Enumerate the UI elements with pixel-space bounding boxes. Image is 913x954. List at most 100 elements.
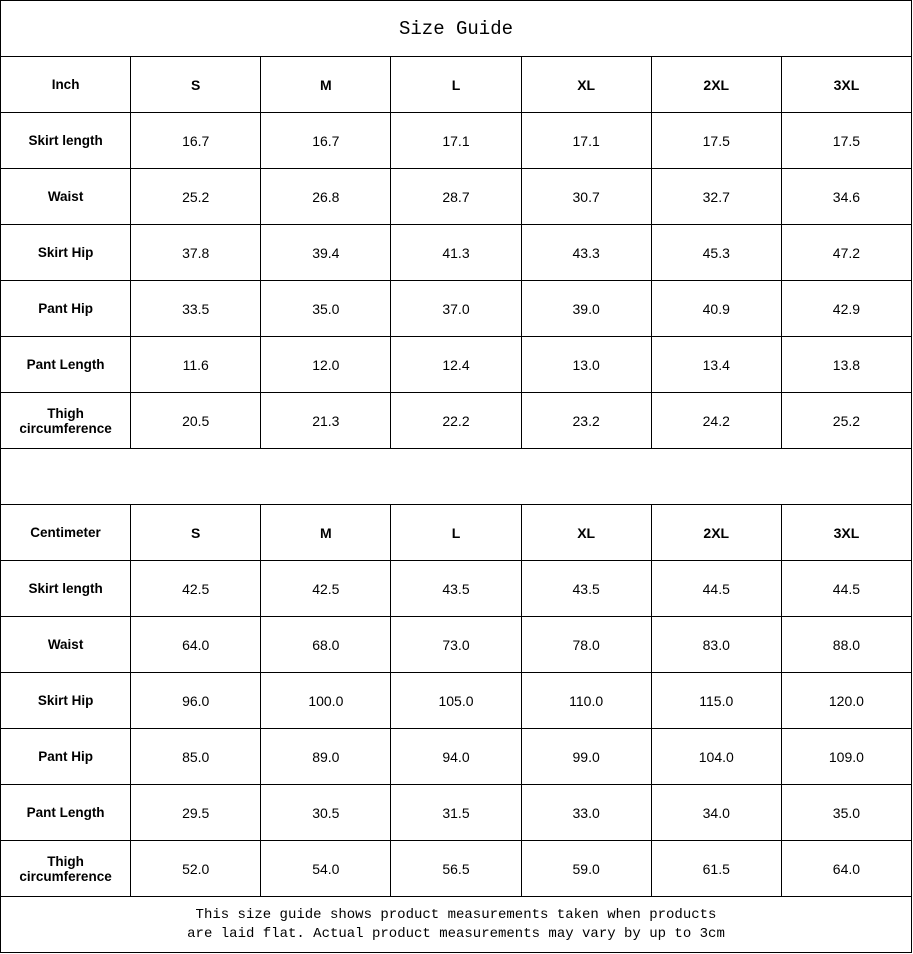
note-line-2: are laid flat. Actual product measuremen… <box>187 925 725 942</box>
measurement-value: 42.9 <box>780 280 913 337</box>
table-row: Skirt length 16.7 16.7 17.1 17.1 17.5 17.5 <box>0 112 913 169</box>
measurement-label: Skirt length <box>0 560 132 617</box>
measurement-value: 54.0 <box>260 840 392 897</box>
measurement-value: 47.2 <box>780 224 913 281</box>
measurement-label: Skirt Hip <box>0 224 132 281</box>
size-header: XL <box>520 56 652 113</box>
measurement-value: 34.0 <box>650 784 782 841</box>
size-header: XL <box>520 504 652 561</box>
table-row: Skirt Hip 96.0 100.0 105.0 110.0 115.0 120.0 <box>0 672 913 729</box>
measurement-value: 85.0 <box>130 728 262 785</box>
table-row: Waist 25.2 26.8 28.7 30.7 32.7 34.6 <box>0 168 913 225</box>
unit-header: Inch <box>0 56 132 113</box>
measurement-label: Waist <box>0 616 132 673</box>
measurement-value: 68.0 <box>260 616 392 673</box>
measurement-label: Pant Hip <box>0 728 132 785</box>
measurement-value: 109.0 <box>780 728 913 785</box>
size-header: S <box>130 56 262 113</box>
note-line-1: This size guide shows product measuremen… <box>195 906 717 923</box>
table-row: Thigh circumference 20.5 21.3 22.2 23.2 24.2 2… <box>0 392 913 449</box>
note-row: This size guide shows product measuremen… <box>0 896 912 953</box>
spacer-cell <box>0 448 912 505</box>
measurement-value: 56.5 <box>390 840 522 897</box>
measurement-value: 99.0 <box>520 728 652 785</box>
measurement-value: 39.0 <box>520 280 652 337</box>
measurement-value: 16.7 <box>130 112 262 169</box>
measurement-value: 24.2 <box>650 392 782 449</box>
measurement-value: 43.5 <box>520 560 652 617</box>
measurement-value: 105.0 <box>390 672 522 729</box>
measurement-value: 78.0 <box>520 616 652 673</box>
measurement-label: Skirt length <box>0 112 132 169</box>
measurement-value: 52.0 <box>130 840 262 897</box>
measurement-value: 64.0 <box>780 840 913 897</box>
measurement-value: 17.1 <box>390 112 522 169</box>
size-header: M <box>260 504 392 561</box>
measurement-value: 22.2 <box>390 392 522 449</box>
unit-header: Centimeter <box>0 504 132 561</box>
measurement-value: 16.7 <box>260 112 392 169</box>
size-header: L <box>390 504 522 561</box>
header-row: Centimeter S M L XL 2XL 3XL <box>0 504 913 561</box>
measurement-value: 32.7 <box>650 168 782 225</box>
table-row: Pant Length 29.5 30.5 31.5 33.0 34.0 35.0 <box>0 784 913 841</box>
measurement-value: 42.5 <box>260 560 392 617</box>
measurement-value: 33.5 <box>130 280 262 337</box>
measurement-value: 115.0 <box>650 672 782 729</box>
measurement-label: Thigh circumference <box>0 840 132 897</box>
table-row: Pant Length 11.6 12.0 12.4 13.0 13.4 13.8 <box>0 336 913 393</box>
title-row: Size Guide <box>0 0 912 57</box>
measurement-value: 100.0 <box>260 672 392 729</box>
measurement-value: 31.5 <box>390 784 522 841</box>
measurement-value: 39.4 <box>260 224 392 281</box>
measurement-value: 59.0 <box>520 840 652 897</box>
measurement-value: 23.2 <box>520 392 652 449</box>
measurement-value: 43.5 <box>390 560 522 617</box>
page-title: Size Guide <box>0 0 912 57</box>
measurement-value: 44.5 <box>650 560 782 617</box>
measurement-value: 35.0 <box>260 280 392 337</box>
size-note: This size guide shows product measuremen… <box>0 896 912 953</box>
table-row: Skirt length 42.5 42.5 43.5 43.5 44.5 44.5 <box>0 560 913 617</box>
measurement-value: 11.6 <box>130 336 262 393</box>
measurement-value: 43.3 <box>520 224 652 281</box>
size-header: S <box>130 504 262 561</box>
measurement-value: 45.3 <box>650 224 782 281</box>
measurement-value: 89.0 <box>260 728 392 785</box>
measurement-value: 42.5 <box>130 560 262 617</box>
measurement-value: 37.8 <box>130 224 262 281</box>
measurement-value: 110.0 <box>520 672 652 729</box>
measurement-value: 12.4 <box>390 336 522 393</box>
size-header: 2XL <box>650 504 782 561</box>
table-row: Pant Hip 85.0 89.0 94.0 99.0 104.0 109.0 <box>0 728 913 785</box>
header-row: Inch S M L XL 2XL 3XL <box>0 56 913 113</box>
measurement-value: 13.8 <box>780 336 913 393</box>
measurement-value: 96.0 <box>130 672 262 729</box>
table-row: Thigh circumference 52.0 54.0 56.5 59.0 61.5 6… <box>0 840 913 897</box>
measurement-value: 28.7 <box>390 168 522 225</box>
measurement-value: 64.0 <box>130 616 262 673</box>
table-row: Waist 64.0 68.0 73.0 78.0 83.0 88.0 <box>0 616 913 673</box>
measurement-value: 20.5 <box>130 392 262 449</box>
measurement-value: 21.3 <box>260 392 392 449</box>
measurement-label: Pant Hip <box>0 280 132 337</box>
measurement-value: 73.0 <box>390 616 522 673</box>
spacer-row <box>0 448 912 505</box>
measurement-value: 37.0 <box>390 280 522 337</box>
measurement-value: 40.9 <box>650 280 782 337</box>
measurement-value: 33.0 <box>520 784 652 841</box>
measurement-value: 17.5 <box>780 112 913 169</box>
measurement-value: 83.0 <box>650 616 782 673</box>
size-header: 3XL <box>780 56 913 113</box>
measurement-value: 30.5 <box>260 784 392 841</box>
table-row: Pant Hip 33.5 35.0 37.0 39.0 40.9 42.9 <box>0 280 913 337</box>
measurement-label: Pant Length <box>0 336 132 393</box>
size-header: 3XL <box>780 504 913 561</box>
measurement-value: 26.8 <box>260 168 392 225</box>
table-row: Skirt Hip 37.8 39.4 41.3 43.3 45.3 47.2 <box>0 224 913 281</box>
measurement-value: 17.1 <box>520 112 652 169</box>
measurement-value: 25.2 <box>130 168 262 225</box>
measurement-value: 34.6 <box>780 168 913 225</box>
